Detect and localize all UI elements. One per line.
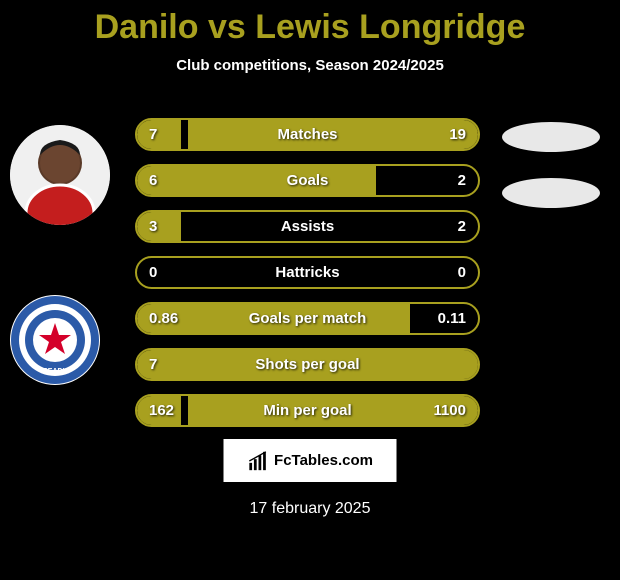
ellipse-decoration xyxy=(502,122,600,152)
stat-bar: 7Shots per goal xyxy=(135,348,480,381)
badge-icon: READY xyxy=(10,295,100,385)
stat-bar: 00Hattricks xyxy=(135,256,480,289)
avatar-icon xyxy=(10,125,110,225)
stat-label: Matches xyxy=(137,120,478,149)
chart-icon xyxy=(247,450,269,472)
page-subtitle: Club competitions, Season 2024/2025 xyxy=(0,57,620,74)
logo-text: FcTables.com xyxy=(274,452,373,469)
stat-label: Goals per match xyxy=(137,304,478,333)
stat-label: Shots per goal xyxy=(137,350,478,379)
player1-avatar xyxy=(10,125,110,225)
stat-label: Assists xyxy=(137,212,478,241)
stat-label: Hattricks xyxy=(137,258,478,287)
stat-label: Min per goal xyxy=(137,396,478,425)
avatar-column: READY xyxy=(10,125,110,385)
date-text: 17 february 2025 xyxy=(0,500,620,518)
stat-bar: 1621100Min per goal xyxy=(135,394,480,427)
stats-bars: 719Matches 62Goals 32Assists 00Hattricks 0.8… xyxy=(135,118,480,427)
footer-logo: FcTables.com xyxy=(223,438,398,483)
stat-bar: 32Assists xyxy=(135,210,480,243)
stat-bar: 719Matches xyxy=(135,118,480,151)
stat-bar: 0.860.11Goals per match xyxy=(135,302,480,335)
stat-bar: 62Goals xyxy=(135,164,480,197)
stat-label: Goals xyxy=(137,166,478,195)
ellipse-decoration xyxy=(502,178,600,208)
svg-text:READY: READY xyxy=(43,368,68,375)
page-title: Danilo vs Lewis Longridge xyxy=(0,0,620,47)
player2-badge: READY xyxy=(10,295,100,385)
right-ellipses xyxy=(502,122,600,208)
